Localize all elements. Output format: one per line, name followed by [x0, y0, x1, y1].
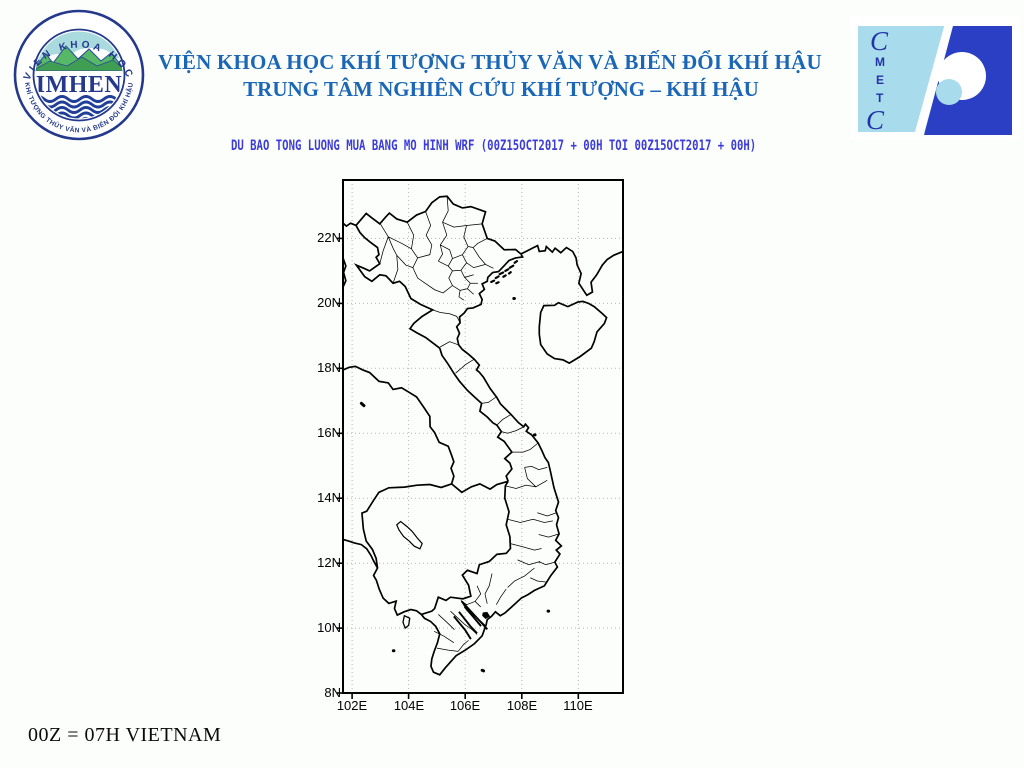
- axis-ticks: [337, 237, 580, 699]
- y-tick-8n: 8N: [324, 685, 341, 700]
- map-geography: [343, 196, 623, 675]
- province-boundaries: [380, 196, 559, 651]
- y-tick-16n: 16N: [317, 425, 341, 440]
- x-tick-102e: 102E: [336, 698, 368, 713]
- map-frame: [342, 179, 624, 694]
- cmetc-letter-e: E: [876, 73, 884, 87]
- forecast-product-title: DU BAO TONG LUONG MUA BANG MO HINH WRF (…: [0, 137, 1006, 155]
- small-islands: [361, 298, 548, 670]
- cmetc-letter-c-top: C: [870, 26, 889, 56]
- timezone-note: 00Z = 07H VIETNAM: [28, 724, 222, 746]
- coastline: [343, 246, 623, 675]
- center-title: TRUNG TÂM NGHIÊN CỨU KHÍ TƯỢNG – KHÍ HẬU: [243, 77, 759, 101]
- x-tick-104e: 104E: [393, 698, 425, 713]
- cmetc-logo: C M E T C: [850, 16, 1020, 140]
- institute-title: VIỆN KHOA HỌC KHÍ TƯỢNG THỦY VĂN VÀ BIẾN…: [158, 50, 822, 74]
- imhen-emblem: IMHEN: [35, 31, 123, 119]
- cmetc-letter-t: T: [876, 91, 884, 105]
- y-tick-12n: 12N: [317, 555, 341, 570]
- cmetc-letters: C M E T C: [866, 26, 889, 135]
- map-canvas: [343, 180, 623, 693]
- imhen-center-text: IMHEN: [36, 72, 123, 98]
- halong-islands: [491, 261, 517, 283]
- y-tick-22n: 22N: [317, 230, 341, 245]
- cmetc-swirl-blue: [936, 79, 962, 105]
- y-tick-20n: 20N: [317, 295, 341, 310]
- phu-quoc-island: [403, 616, 410, 628]
- x-tick-106e: 106E: [449, 698, 481, 713]
- x-tick-110e: 110E: [563, 698, 593, 713]
- x-tick-108e: 108E: [506, 698, 538, 713]
- country-borders: [343, 196, 521, 614]
- vietnam-forecast-map: [343, 180, 623, 693]
- cmetc-letter-m: M: [875, 55, 885, 69]
- forecast-product-title-text: DU BAO TONG LUONG MUA BANG MO HINH WRF (…: [231, 138, 757, 154]
- imhen-logo: IMHEN VIEN KHOA HOC KHÍ TƯỢNG THỦY VĂN V…: [13, 9, 145, 141]
- saigon-rivermouth: [482, 611, 491, 619]
- hainan-island: [539, 301, 606, 363]
- tonle-sap-lake: [397, 522, 422, 549]
- y-tick-10n: 10N: [317, 620, 341, 635]
- cmetc-letter-c-bottom: C: [866, 105, 885, 135]
- y-tick-18n: 18N: [317, 360, 341, 375]
- mekong-channels: [454, 601, 487, 639]
- y-tick-14n: 14N: [317, 490, 341, 505]
